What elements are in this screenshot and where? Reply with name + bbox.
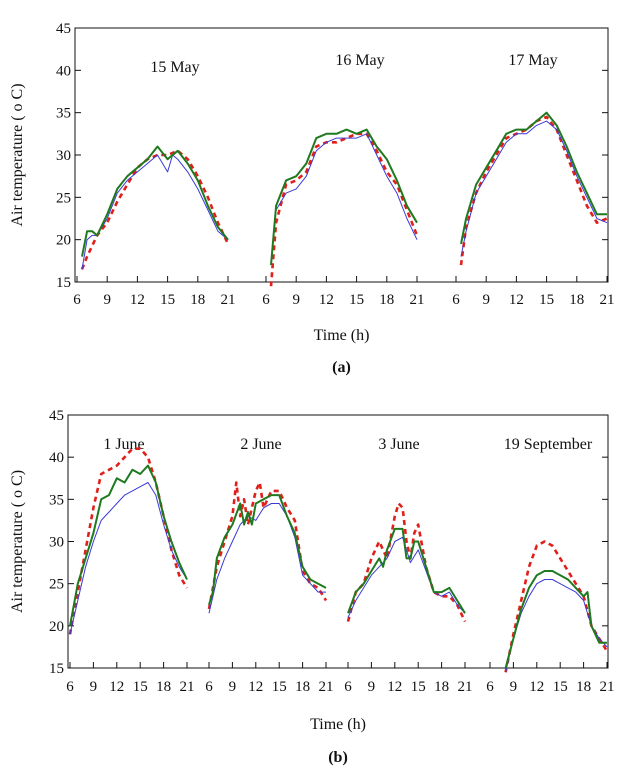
series-line-red-dashed	[346, 502, 467, 623]
y-tick-label: 35	[56, 106, 71, 122]
x-tick-label: 9	[292, 292, 300, 308]
x-tick-label: 6	[452, 292, 460, 308]
y-tick-label: 20	[56, 233, 71, 249]
x-tick-label: 6	[344, 679, 352, 695]
x-tick-label: 21	[458, 679, 473, 695]
series-line-red-dashed	[80, 149, 230, 270]
y-tick-label: 40	[49, 450, 64, 466]
y-tick-label: 25	[49, 577, 64, 593]
x-tick-label: 18	[569, 292, 584, 308]
y-tick-label: 30	[56, 148, 71, 164]
x-tick-label: 9	[103, 292, 111, 308]
day-panel: 6 9 12 15 18 21 1 June	[66, 436, 194, 695]
y-tick-label: 15	[56, 275, 71, 291]
x-tick-label: 6	[66, 679, 74, 695]
day-panel: 6 9 12 15 18 21 15 May	[73, 59, 235, 308]
series-line-blue	[69, 482, 188, 635]
y-tick-label: 40	[56, 63, 71, 79]
x-tick-label: 21	[600, 679, 615, 695]
x-tick-label: 21	[180, 679, 195, 695]
day-label: 2 June	[240, 436, 281, 453]
y-tick-label: 30	[49, 535, 64, 551]
series-line-red-dashed	[207, 481, 328, 610]
series-line-blue	[347, 536, 466, 618]
x-tick-label: 18	[295, 679, 310, 695]
series-line-red-dashed	[504, 540, 609, 673]
x-tick-label: 18	[434, 679, 449, 695]
panel-caption: (b)	[328, 749, 348, 766]
series-line-red-dashed	[269, 132, 419, 287]
series-line-red-dashed	[68, 447, 189, 635]
day-label: 15 May	[150, 59, 199, 76]
series-line-blue	[208, 503, 326, 614]
panel-caption: (a)	[332, 359, 351, 376]
x-tick-label: 9	[510, 679, 518, 695]
series-line-green	[69, 464, 188, 626]
panel-a: 15 20 25 30 35 40 45 Air temperature ( o C) Time…	[9, 21, 615, 376]
x-tick-label: 21	[319, 679, 334, 695]
x-tick-label: 12	[529, 679, 544, 695]
x-axis-label: Time (h)	[310, 716, 366, 733]
x-tick-label: 6	[262, 292, 270, 308]
x-tick-label: 12	[319, 292, 334, 308]
day-panel: 6 9 12 15 18 21 3 June	[344, 436, 472, 695]
day-panel: 6 9 12 15 18 21 16 May	[262, 52, 424, 308]
x-tick-label: 21	[221, 292, 236, 308]
x-tick-label: 12	[387, 679, 402, 695]
x-tick-label: 12	[130, 292, 145, 308]
day-label: 17 May	[508, 52, 557, 69]
y-tick-label: 35	[49, 492, 64, 508]
x-tick-label: 21	[600, 292, 615, 308]
series-line-green	[270, 128, 418, 266]
x-tick-label: 12	[248, 679, 263, 695]
day-panel: 6 9 12 15 18 21 19 September	[486, 436, 614, 695]
y-axis-label: Air temperature ( o C)	[9, 83, 26, 226]
y-tick-label: 25	[56, 190, 71, 206]
x-tick-label: 12	[509, 292, 524, 308]
day-label: 1 June	[103, 436, 144, 453]
x-tick-label: 6	[486, 679, 494, 695]
x-tick-label: 18	[156, 679, 171, 695]
x-tick-label: 9	[368, 679, 376, 695]
series-line-green	[208, 494, 327, 606]
x-tick-label: 6	[73, 292, 81, 308]
day-label: 16 May	[335, 52, 384, 69]
day-label: 3 June	[378, 436, 419, 453]
series-line-green	[504, 570, 607, 669]
x-tick-label: 6	[205, 679, 213, 695]
series-line-blue	[81, 154, 229, 270]
x-tick-label: 15	[553, 679, 568, 695]
x-tick-label: 15	[160, 292, 175, 308]
series-line-green	[81, 145, 229, 257]
x-tick-label: 18	[190, 292, 205, 308]
series-line-blue	[460, 120, 608, 257]
y-tick-label: 20	[49, 619, 64, 635]
day-panel: 6 9 12 15 18 21 2 June	[205, 436, 333, 695]
x-tick-label: 18	[576, 679, 591, 695]
x-tick-label: 15	[539, 292, 554, 308]
x-axis-label: Time (h)	[314, 327, 370, 344]
y-tick-label: 45	[49, 408, 64, 424]
day-panel: 6 9 12 15 18 21 17 May	[452, 52, 614, 308]
series-line-green	[347, 527, 466, 614]
x-tick-label: 18	[379, 292, 394, 308]
panel-b: 15 20 25 30 35 40 45 Air temperature ( o C) Time…	[9, 408, 615, 766]
series-line-blue	[270, 133, 418, 266]
x-tick-label: 9	[90, 679, 98, 695]
y-axis-label: Air temperature ( o C)	[9, 470, 26, 613]
x-tick-label: 12	[109, 679, 124, 695]
y-tick-label: 45	[56, 21, 71, 37]
x-tick-label: 9	[229, 679, 237, 695]
x-tick-label: 9	[482, 292, 490, 308]
x-tick-label: 15	[411, 679, 426, 695]
x-tick-label: 15	[272, 679, 287, 695]
x-tick-label: 21	[410, 292, 425, 308]
y-tick-label: 15	[49, 661, 64, 677]
day-label: 19 September	[504, 436, 593, 453]
x-tick-label: 15	[349, 292, 364, 308]
x-tick-label: 15	[133, 679, 148, 695]
series-line-green	[460, 111, 607, 245]
